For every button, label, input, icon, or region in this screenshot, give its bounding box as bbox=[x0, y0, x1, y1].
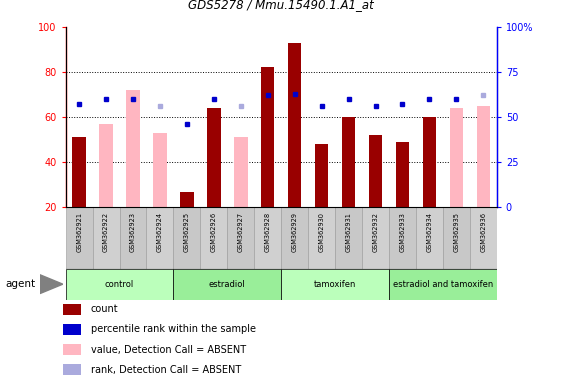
Text: estradiol: estradiol bbox=[209, 280, 246, 289]
Text: count: count bbox=[91, 304, 118, 314]
Bar bbox=[470, 207, 497, 269]
Bar bbox=[261, 68, 275, 207]
Bar bbox=[281, 269, 389, 300]
Bar bbox=[423, 117, 436, 207]
Text: agent: agent bbox=[6, 279, 36, 289]
Text: percentile rank within the sample: percentile rank within the sample bbox=[91, 324, 256, 334]
Text: estradiol and tamoxifen: estradiol and tamoxifen bbox=[393, 280, 493, 289]
Polygon shape bbox=[40, 275, 63, 293]
FancyBboxPatch shape bbox=[63, 344, 82, 355]
Bar bbox=[207, 108, 220, 207]
Text: GSM362930: GSM362930 bbox=[319, 212, 325, 252]
FancyBboxPatch shape bbox=[63, 324, 82, 335]
Bar bbox=[227, 207, 254, 269]
Text: value, Detection Call = ABSENT: value, Detection Call = ABSENT bbox=[91, 344, 246, 354]
Bar bbox=[180, 192, 194, 207]
Text: GSM362922: GSM362922 bbox=[103, 212, 109, 252]
Bar bbox=[315, 144, 328, 207]
Bar bbox=[449, 108, 463, 207]
Bar bbox=[416, 207, 443, 269]
Bar bbox=[396, 142, 409, 207]
Bar bbox=[254, 207, 281, 269]
Bar bbox=[93, 207, 119, 269]
Bar bbox=[66, 207, 93, 269]
Text: GSM362934: GSM362934 bbox=[427, 212, 432, 252]
Bar bbox=[281, 207, 308, 269]
Bar bbox=[308, 207, 335, 269]
Text: GSM362935: GSM362935 bbox=[453, 212, 459, 252]
Text: GSM362929: GSM362929 bbox=[292, 212, 297, 252]
Text: GDS5278 / Mmu.15490.1.A1_at: GDS5278 / Mmu.15490.1.A1_at bbox=[188, 0, 374, 12]
Text: GSM362933: GSM362933 bbox=[400, 212, 405, 252]
Text: GSM362926: GSM362926 bbox=[211, 212, 217, 252]
Bar bbox=[119, 207, 147, 269]
Text: GSM362932: GSM362932 bbox=[372, 212, 379, 252]
Bar bbox=[174, 269, 281, 300]
Bar bbox=[126, 90, 140, 207]
FancyBboxPatch shape bbox=[63, 364, 82, 375]
Bar bbox=[66, 269, 174, 300]
Bar bbox=[99, 124, 113, 207]
Text: rank, Detection Call = ABSENT: rank, Detection Call = ABSENT bbox=[91, 365, 241, 375]
Bar bbox=[369, 135, 382, 207]
Text: GSM362923: GSM362923 bbox=[130, 212, 136, 252]
Text: GSM362925: GSM362925 bbox=[184, 212, 190, 252]
Text: GSM362936: GSM362936 bbox=[480, 212, 486, 252]
Bar bbox=[389, 269, 497, 300]
Bar bbox=[477, 106, 490, 207]
Bar bbox=[234, 137, 248, 207]
Bar bbox=[153, 133, 167, 207]
Text: GSM362928: GSM362928 bbox=[265, 212, 271, 252]
Bar bbox=[342, 117, 355, 207]
FancyBboxPatch shape bbox=[63, 303, 82, 315]
Text: control: control bbox=[105, 280, 134, 289]
Bar bbox=[73, 137, 86, 207]
Bar bbox=[443, 207, 470, 269]
Bar bbox=[335, 207, 362, 269]
Text: GSM362931: GSM362931 bbox=[345, 212, 352, 252]
Bar bbox=[288, 43, 301, 207]
Bar bbox=[174, 207, 200, 269]
Bar bbox=[389, 207, 416, 269]
Text: GSM362924: GSM362924 bbox=[157, 212, 163, 252]
Bar bbox=[147, 207, 174, 269]
Text: GSM362927: GSM362927 bbox=[238, 212, 244, 252]
Bar bbox=[362, 207, 389, 269]
Text: GSM362921: GSM362921 bbox=[76, 212, 82, 252]
Bar bbox=[200, 207, 227, 269]
Text: tamoxifen: tamoxifen bbox=[314, 280, 356, 289]
